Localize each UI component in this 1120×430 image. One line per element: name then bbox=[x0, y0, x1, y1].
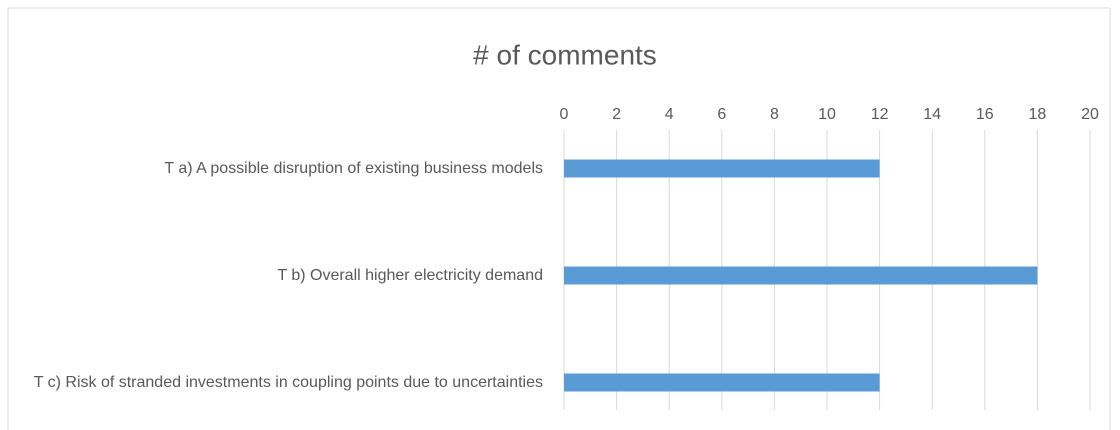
x-tick-label: 0 bbox=[560, 106, 569, 123]
bar bbox=[564, 266, 1038, 285]
chart-title: # of comments bbox=[473, 39, 657, 70]
bar bbox=[564, 159, 880, 178]
x-tick-label: 8 bbox=[770, 106, 779, 123]
x-tick-label: 6 bbox=[717, 106, 726, 123]
x-tick-label: 10 bbox=[818, 106, 836, 123]
x-tick-label: 18 bbox=[1029, 106, 1047, 123]
x-tick-label: 16 bbox=[976, 106, 994, 123]
y-tick-label: T b) Overall higher electricity demand bbox=[277, 266, 543, 284]
y-tick-label: T a) A possible disruption of existing b… bbox=[164, 159, 543, 177]
x-tick-label: 14 bbox=[923, 106, 941, 123]
x-tick-label: 2 bbox=[612, 106, 621, 123]
bar bbox=[564, 373, 880, 392]
x-tick-label: 4 bbox=[665, 106, 674, 123]
x-tick-label: 20 bbox=[1081, 106, 1099, 123]
y-tick-label: T c) Risk of stranded investments in cou… bbox=[33, 373, 543, 391]
x-tick-label: 12 bbox=[871, 106, 889, 123]
